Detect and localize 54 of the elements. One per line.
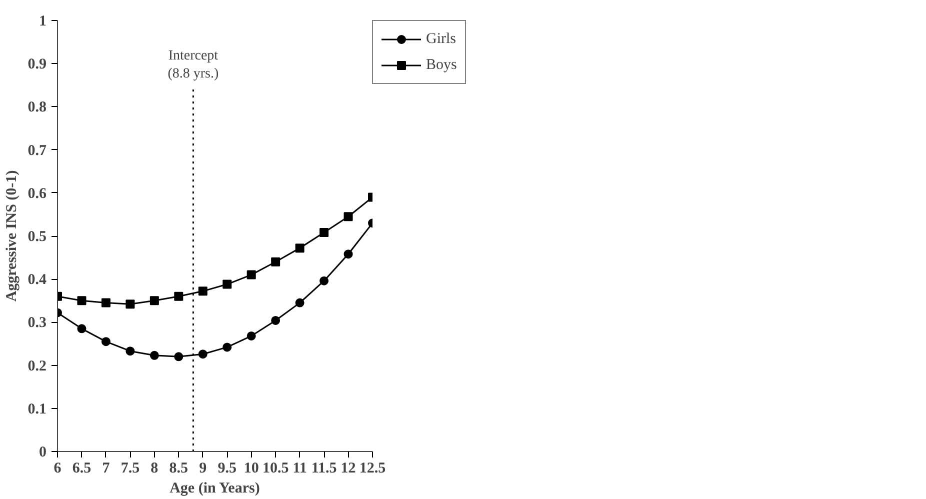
point xyxy=(77,324,86,334)
point xyxy=(150,296,159,306)
y-tick-label: 0.7 xyxy=(28,142,47,159)
x-tick-label: 7.5 xyxy=(120,460,140,476)
x-tick-label: 10.5 xyxy=(262,460,289,476)
point xyxy=(246,270,256,280)
y-tick-label: 0.4 xyxy=(28,272,47,288)
x-tick-label: 11 xyxy=(292,460,307,476)
x-axis-title: Age (in Years) xyxy=(170,480,260,496)
x-tick-label: 8 xyxy=(150,460,158,476)
point xyxy=(77,296,86,306)
y-tick-label: 0.2 xyxy=(28,358,46,374)
y-tick-label: 0 xyxy=(39,444,46,460)
x-tick-label: 8.5 xyxy=(169,460,188,476)
point xyxy=(174,292,184,301)
x-tick-label: 12.5 xyxy=(359,460,386,476)
point xyxy=(344,212,353,222)
point xyxy=(198,286,208,296)
point xyxy=(246,332,256,340)
ref-line-label: Intercept (8.8 yrs.) xyxy=(168,48,219,82)
point xyxy=(222,342,232,352)
point xyxy=(222,280,232,289)
y-tick-label: 0.5 xyxy=(28,229,46,245)
x-tick-label: 9 xyxy=(199,460,207,476)
point xyxy=(150,350,159,360)
x-tick-label: 10 xyxy=(244,460,259,476)
x-tick-label: 7 xyxy=(102,460,110,476)
y-tick-label: 1 xyxy=(39,14,46,30)
y-tick-label: 0.9 xyxy=(28,56,46,73)
y-tick-label: 0.6 xyxy=(28,186,47,202)
point xyxy=(271,257,280,266)
point xyxy=(101,298,110,308)
y-tick-label: 0.3 xyxy=(28,315,46,332)
x-tick-label: 12 xyxy=(340,460,356,476)
point xyxy=(198,350,208,359)
point xyxy=(295,244,304,253)
point xyxy=(174,352,184,362)
point xyxy=(344,250,353,259)
x-tick-label: 6.5 xyxy=(72,460,92,476)
y-tick-label: 0.8 xyxy=(28,100,46,116)
x-tick-label: 9.5 xyxy=(218,460,236,476)
point xyxy=(320,228,329,238)
point xyxy=(271,316,280,325)
point xyxy=(320,276,329,286)
y-tick-label: 0.1 xyxy=(28,401,46,418)
y-axis-title: Aggressive INS (0-1) xyxy=(4,170,20,302)
point xyxy=(126,300,135,309)
point xyxy=(295,298,304,308)
legend-label: Boys xyxy=(426,56,457,74)
x-tick-label: 6 xyxy=(54,460,62,476)
point xyxy=(101,337,110,346)
x-tick-label: 11.5 xyxy=(311,460,337,476)
point xyxy=(126,346,135,356)
legend-label: Girls xyxy=(426,30,456,48)
